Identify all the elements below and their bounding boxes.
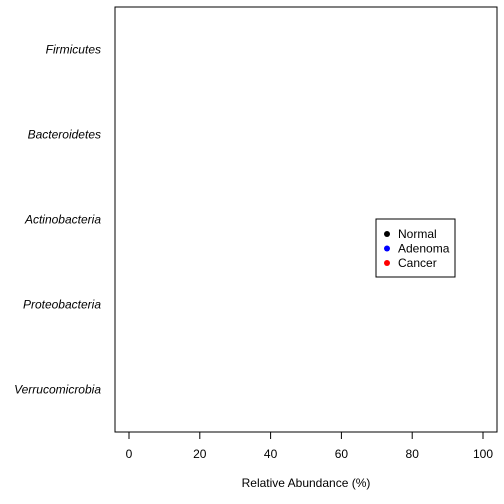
legend-label-cancer: Cancer	[398, 256, 437, 270]
x-tick-label: 20	[193, 447, 207, 461]
legend-label-normal: Normal	[398, 227, 437, 241]
legend-marker-normal	[384, 231, 390, 237]
category-label: Bacteroidetes	[28, 128, 101, 142]
category-labels: Firmicutes Bacteroidetes Actinobacteria Pro…	[14, 43, 101, 397]
x-tick-label: 60	[335, 447, 349, 461]
x-tick-label: 40	[264, 447, 278, 461]
x-tick-label: 100	[473, 447, 493, 461]
x-axis-label: Relative Abundance (%)	[242, 476, 371, 490]
category-label: Verrucomicrobia	[14, 383, 101, 397]
legend-marker-cancer	[384, 260, 390, 266]
x-axis: 0 20 40 60 80 100	[126, 431, 493, 461]
category-label: Actinobacteria	[24, 213, 101, 227]
category-label: Proteobacteria	[23, 298, 101, 312]
legend-marker-adenoma	[384, 245, 390, 252]
legend-label-adenoma: Adenoma	[398, 242, 450, 256]
x-tick-label: 0	[126, 447, 133, 461]
x-tick-label: 80	[406, 447, 420, 461]
category-label: Firmicutes	[46, 43, 101, 57]
